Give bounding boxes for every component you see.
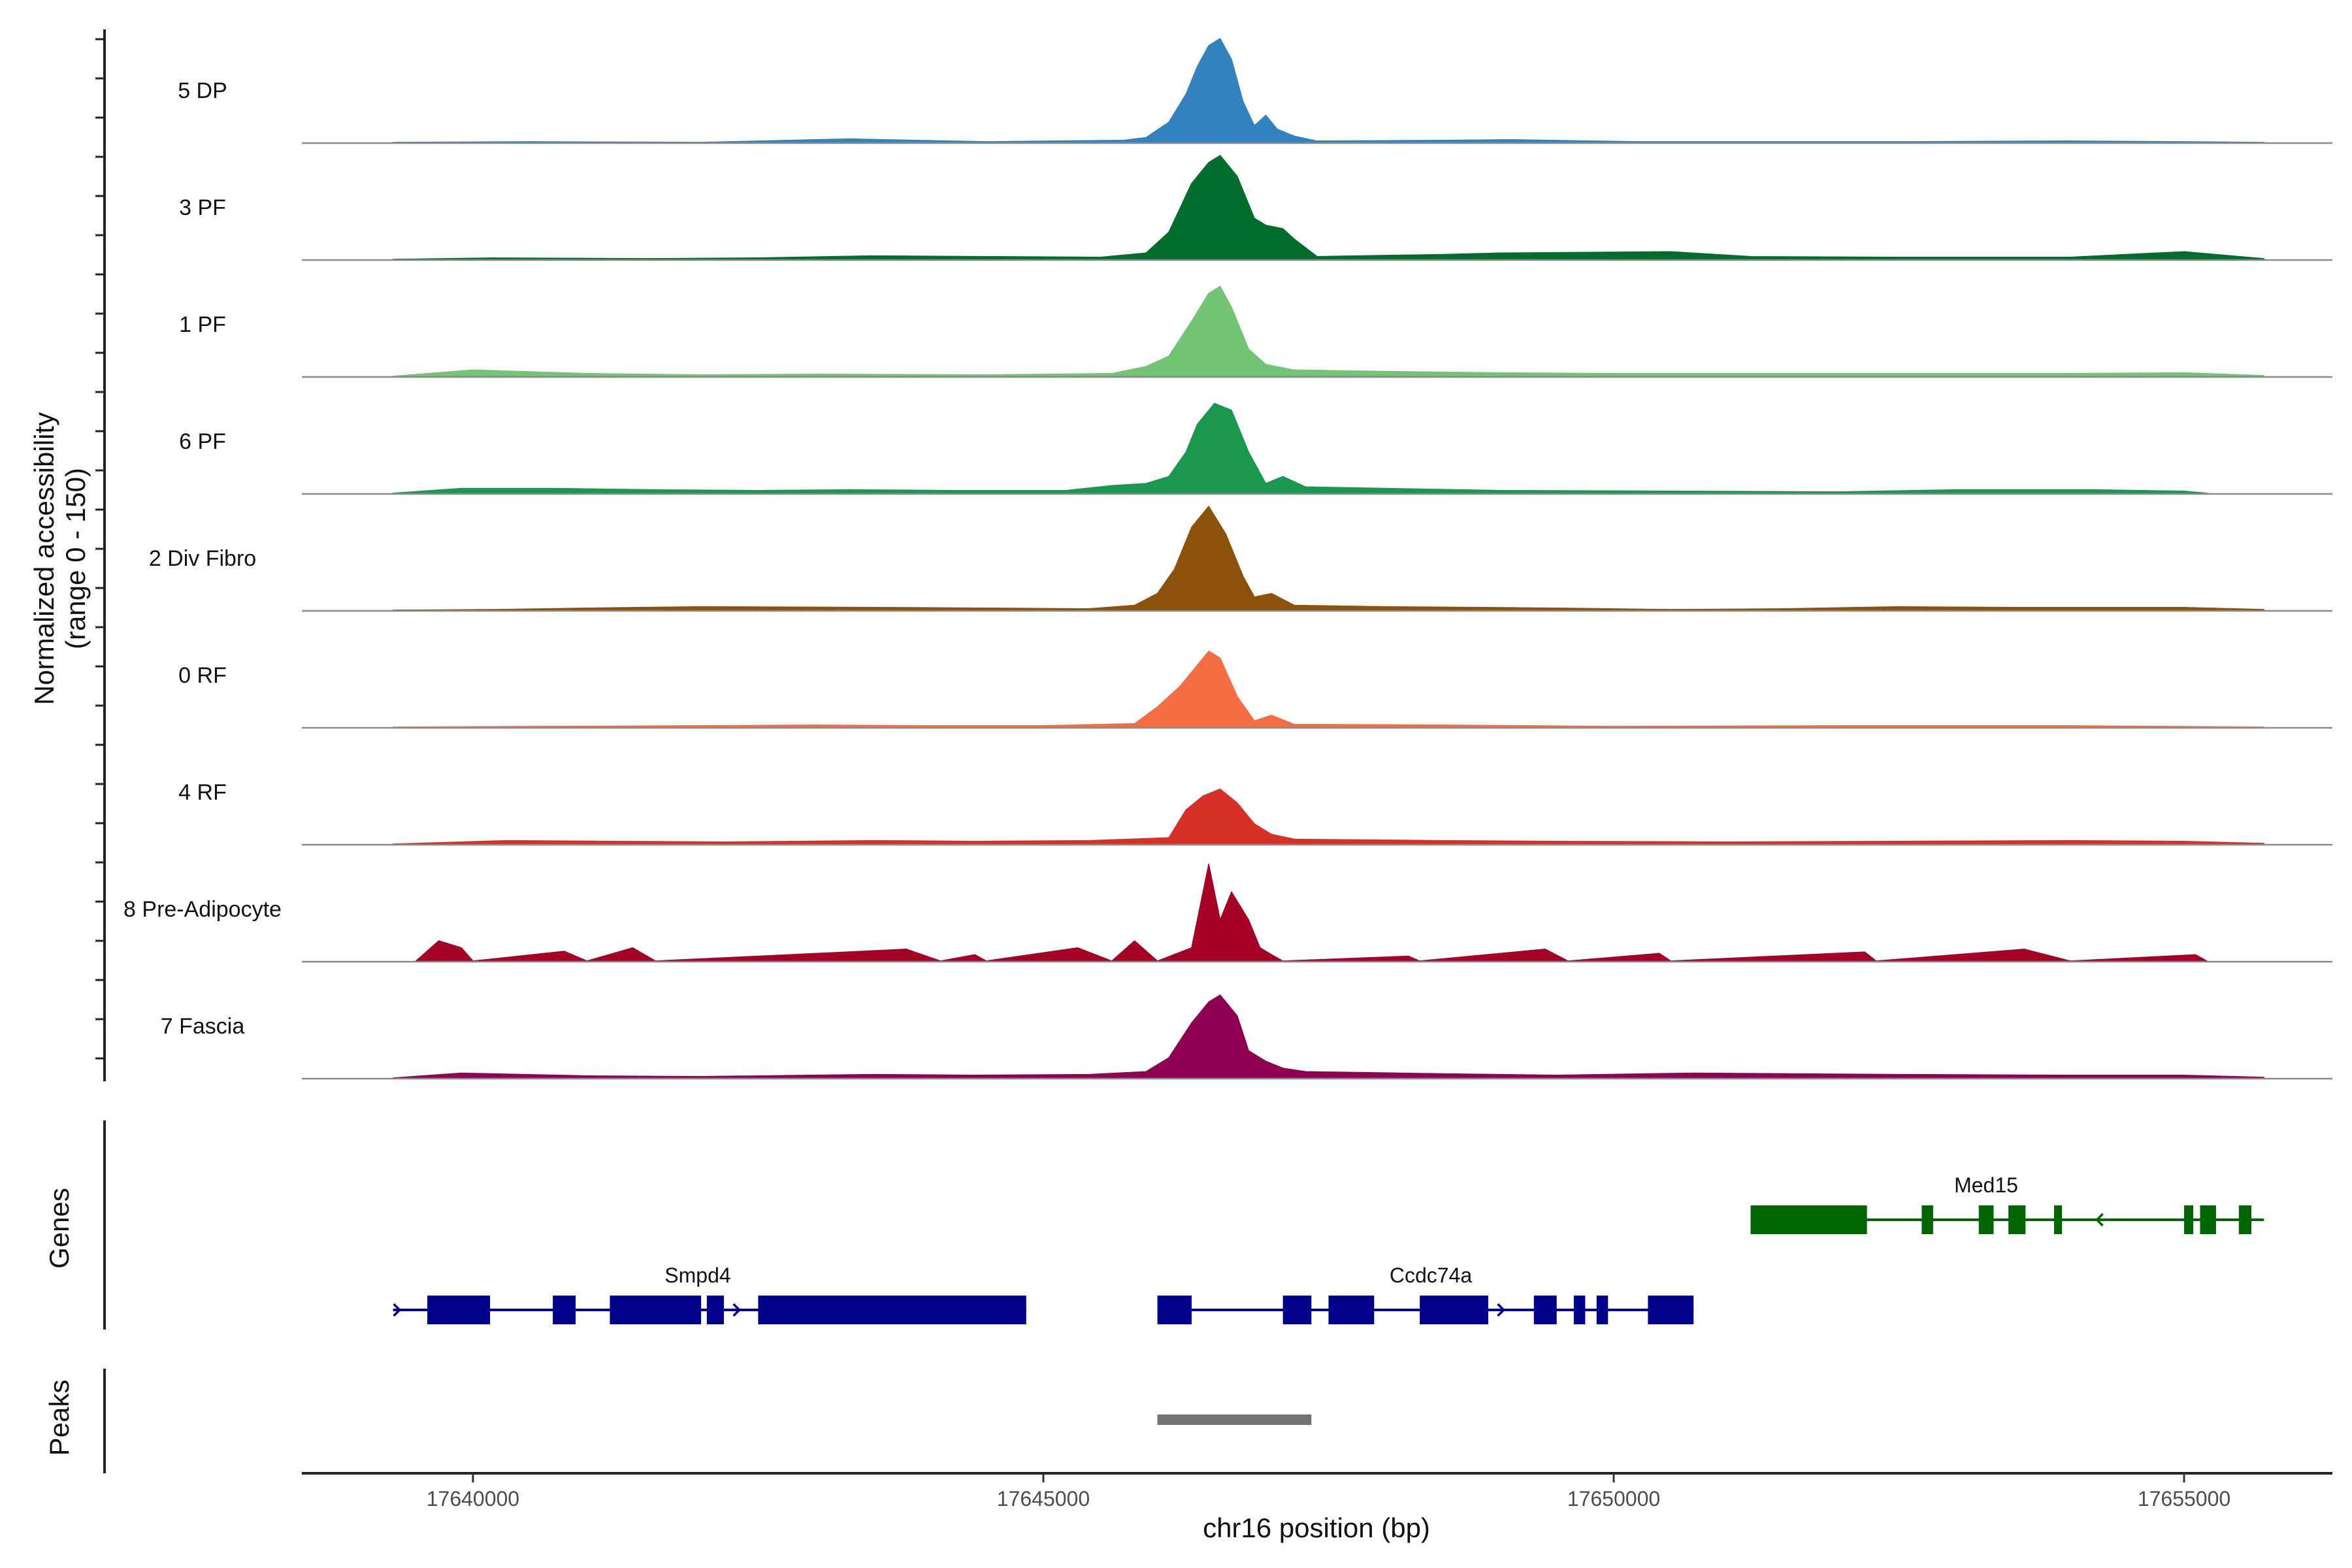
gene-ccdc74a: Ccdc74a — [1157, 1264, 1694, 1324]
y-axis-title: Normalized accessibility — [29, 412, 59, 705]
gene-exon — [758, 1296, 1026, 1324]
gene-track: Smpd4 Ccdc74a Med15 — [393, 1173, 2264, 1324]
coverage-area — [392, 155, 2264, 261]
track-label: 6 PF — [179, 429, 226, 454]
gene-exon — [427, 1296, 491, 1324]
gene-exon — [1573, 1296, 1586, 1324]
track-label: 8 Pre-Adipocyte — [123, 897, 282, 922]
strand-arrow — [1497, 1303, 1506, 1317]
track-4-rf: 4 RF — [178, 780, 2332, 846]
gene-exon — [1533, 1296, 1557, 1324]
track-label: 4 RF — [178, 780, 227, 805]
x-axis-title: chr16 position (bp) — [1203, 1512, 1430, 1543]
gene-exon — [2200, 1205, 2216, 1234]
gene-exon — [1157, 1296, 1192, 1324]
track-label: 1 PF — [179, 312, 226, 337]
track-label: 7 Fascia — [161, 1014, 245, 1039]
coverage-area — [415, 863, 2208, 962]
gene-exon — [2053, 1205, 2063, 1234]
track-6-pf: 6 PF — [179, 402, 2332, 495]
coverage-area — [392, 402, 2208, 495]
track-8-pre-adipocyte: 8 Pre-Adipocyte — [123, 863, 2332, 963]
gene-exon — [610, 1296, 702, 1324]
genes-track-label: Genes — [44, 1188, 74, 1269]
x-axis: 17640000 17645000 17650000 17655000 — [95, 29, 2332, 1511]
gene-name-label: Smpd4 — [664, 1264, 730, 1287]
strand-arrow — [2095, 1213, 2104, 1227]
gene-exon — [1648, 1296, 1694, 1324]
gene-exon — [2184, 1205, 2193, 1234]
coverage-area — [392, 286, 2264, 378]
gene-name-label: Med15 — [1954, 1173, 2018, 1197]
gene-exon — [553, 1296, 576, 1324]
gene-exon — [1978, 1205, 1994, 1234]
strand-arrow — [732, 1303, 742, 1317]
x-tick-label: 17650000 — [1567, 1487, 1660, 1511]
track-label: 2 Div Fibro — [149, 546, 256, 571]
gene-exon — [2008, 1205, 2026, 1234]
x-tick-label: 17645000 — [997, 1487, 1090, 1511]
gene-exon — [1420, 1296, 1488, 1324]
x-tick-label: 17655000 — [2138, 1487, 2230, 1511]
gene-exon — [1282, 1296, 1312, 1324]
track-2-div-fibro: 2 Div Fibro — [149, 506, 2332, 612]
track-label: 5 DP — [178, 78, 227, 103]
peaks-track-label: Peaks — [44, 1380, 74, 1456]
coverage-area — [392, 994, 2264, 1079]
peak-track — [1157, 1414, 1312, 1425]
coverage-area — [392, 650, 2264, 728]
gene-exon — [1921, 1205, 1933, 1234]
gene-exon — [1596, 1296, 1609, 1324]
gene-exon — [1328, 1296, 1375, 1324]
peak-region — [1157, 1414, 1312, 1425]
track-3-pf: 3 PF — [179, 155, 2332, 261]
track-7-fascia: 7 Fascia — [161, 994, 2332, 1080]
gene-exon — [706, 1296, 725, 1324]
track-0-rf: 0 RF — [178, 650, 2332, 729]
coverage-area — [392, 506, 2264, 612]
gene-smpd4: Smpd4 — [393, 1264, 1026, 1324]
track-label: 0 RF — [178, 663, 227, 688]
track-5-dp: 5 DP — [178, 38, 2332, 144]
gene-med15: Med15 — [1750, 1173, 2264, 1234]
gene-name-label: Ccdc74a — [1390, 1264, 1473, 1287]
x-tick-label: 17640000 — [427, 1487, 519, 1511]
track-1-pf: 1 PF — [179, 286, 2332, 378]
coverage-tracks: 5 DP 3 PF 1 PF 6 PF 2 Div Fibro 0 RF 4 RF 8 Pre… — [123, 38, 2332, 1080]
strand-arrow — [393, 1303, 402, 1317]
track-label: 3 PF — [179, 195, 226, 220]
coverage-area — [392, 38, 2264, 144]
gene-exon — [2238, 1205, 2252, 1234]
y-axis-range: (range 0 - 150) — [60, 468, 91, 649]
gene-exon — [1750, 1205, 1867, 1234]
coverage-area — [392, 788, 2264, 845]
